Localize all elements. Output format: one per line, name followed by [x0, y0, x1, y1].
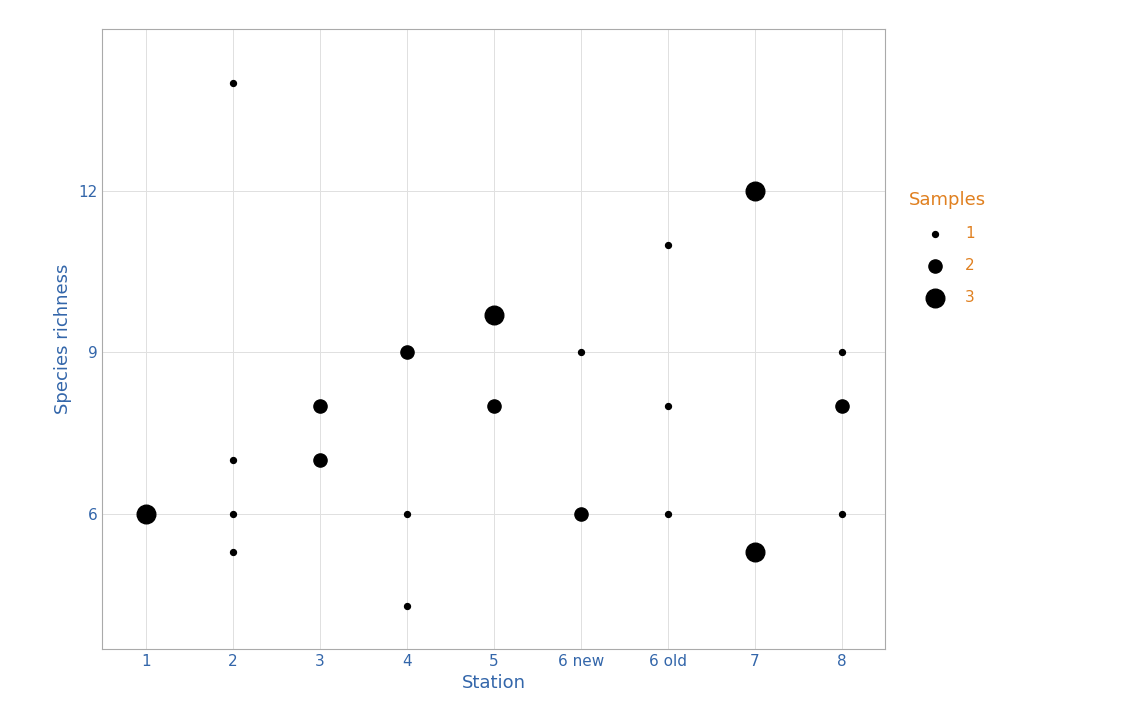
Point	[224, 454, 242, 466]
Point	[224, 508, 242, 520]
Point	[485, 309, 503, 320]
Point	[572, 347, 590, 358]
Point	[572, 508, 590, 520]
Point	[833, 347, 851, 358]
Point	[397, 508, 415, 520]
Point	[833, 508, 851, 520]
Point	[311, 400, 329, 412]
Point	[485, 400, 503, 412]
Point	[224, 77, 242, 89]
Point	[746, 546, 764, 557]
Legend: 1, 2, 3: 1, 2, 3	[909, 192, 985, 305]
Y-axis label: Species richness: Species richness	[54, 264, 73, 414]
Point	[658, 400, 676, 412]
Point	[658, 508, 676, 520]
Point	[746, 185, 764, 196]
Point	[658, 239, 676, 250]
Point	[311, 454, 329, 466]
Point	[397, 347, 415, 358]
Point	[397, 600, 415, 611]
Point	[833, 400, 851, 412]
X-axis label: Station: Station	[462, 674, 526, 692]
Point	[136, 508, 154, 520]
Point	[224, 546, 242, 557]
